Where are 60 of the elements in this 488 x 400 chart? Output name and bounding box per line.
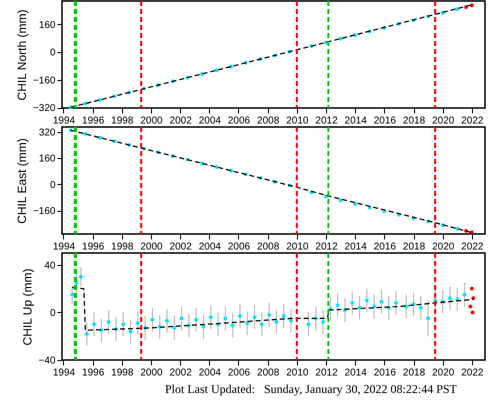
- x-tick-label: 1996: [82, 242, 105, 252]
- x-tick-label: 2004: [198, 368, 222, 378]
- y-tick-label: 160: [38, 20, 56, 31]
- y-tick-label: −40: [38, 356, 56, 366]
- x-tick-label: 2008: [257, 116, 280, 126]
- text: Plot Last Updated: Sunday, January 30, 2022 08:22:44 PST: [164, 382, 458, 397]
- x-tick-label: 2010: [286, 242, 309, 252]
- y-tick-label: 0: [50, 48, 56, 59]
- x-tick-label: 2006: [228, 368, 251, 378]
- x-tick-label: 2020: [432, 116, 455, 126]
- y-tick-label: 320: [38, 127, 56, 138]
- x-tick-label: 2008: [257, 368, 280, 378]
- x-tick-label: 1998: [111, 368, 134, 378]
- x-tick-label: 2002: [170, 368, 192, 378]
- y-tick-label: −320: [32, 103, 56, 114]
- x-tick-label: 2022: [461, 368, 484, 378]
- x-tick-label: 1994: [52, 242, 76, 252]
- x-tick-label: 1994: [52, 116, 76, 126]
- x-tick-label: 2012: [315, 116, 338, 126]
- x-tick-label: 2012: [315, 242, 338, 252]
- y-tick-label: 0: [50, 180, 56, 191]
- y-tick-label: 40: [44, 260, 56, 272]
- x-tick-label: 2014: [344, 242, 368, 252]
- x-tick-label: 2012: [315, 368, 338, 378]
- x-tick-label: 2004: [198, 242, 222, 252]
- x-tick-label: 2002: [170, 116, 192, 126]
- y-tick-label: −160: [32, 206, 56, 218]
- x-tick-label: 1998: [111, 116, 134, 126]
- x-tick-label: 1994: [52, 368, 76, 378]
- y-tick-label: −160: [32, 75, 56, 86]
- x-tick-label: 2010: [286, 116, 309, 126]
- x-tick-label: 2022: [461, 242, 484, 252]
- x-tick-label: 2016: [374, 242, 396, 252]
- x-tick-label: 2016: [374, 368, 396, 378]
- x-tick-label: 2018: [402, 368, 426, 378]
- x-tick-label: 2014: [344, 116, 368, 126]
- x-tick-label: 2006: [228, 242, 251, 252]
- x-tick-label: 2018: [402, 242, 426, 252]
- x-tick-label: 2020: [432, 242, 455, 252]
- x-tick-label: 2000: [140, 242, 164, 252]
- x-tick-label: 1996: [82, 368, 105, 378]
- x-tick-label: 2022: [461, 116, 484, 126]
- x-tick-label: 2010: [286, 368, 309, 378]
- y-axis-title: CHIL Up (mm): [20, 268, 35, 346]
- x-tick-label: 1996: [82, 116, 105, 126]
- x-tick-label: 2016: [374, 116, 396, 126]
- x-tick-label: 2018: [402, 116, 426, 126]
- x-tick-label: 2020: [432, 368, 455, 378]
- x-tick-label: 2000: [140, 116, 164, 126]
- x-tick-label: 2008: [257, 242, 280, 252]
- y-tick-label: 0: [50, 308, 56, 319]
- y-axis-title: CHIL East (mm): [14, 138, 29, 224]
- x-tick-label: 2002: [170, 242, 192, 252]
- x-tick-label: 2014: [344, 368, 368, 378]
- x-tick-label: 2006: [228, 116, 251, 126]
- x-tick-label: 2000: [140, 368, 164, 378]
- y-tick-label: 160: [38, 154, 56, 165]
- x-tick-label: 1998: [111, 242, 134, 252]
- y-axis-title: CHIL North (mm): [14, 10, 29, 100]
- x-tick-label: 2004: [198, 116, 222, 126]
